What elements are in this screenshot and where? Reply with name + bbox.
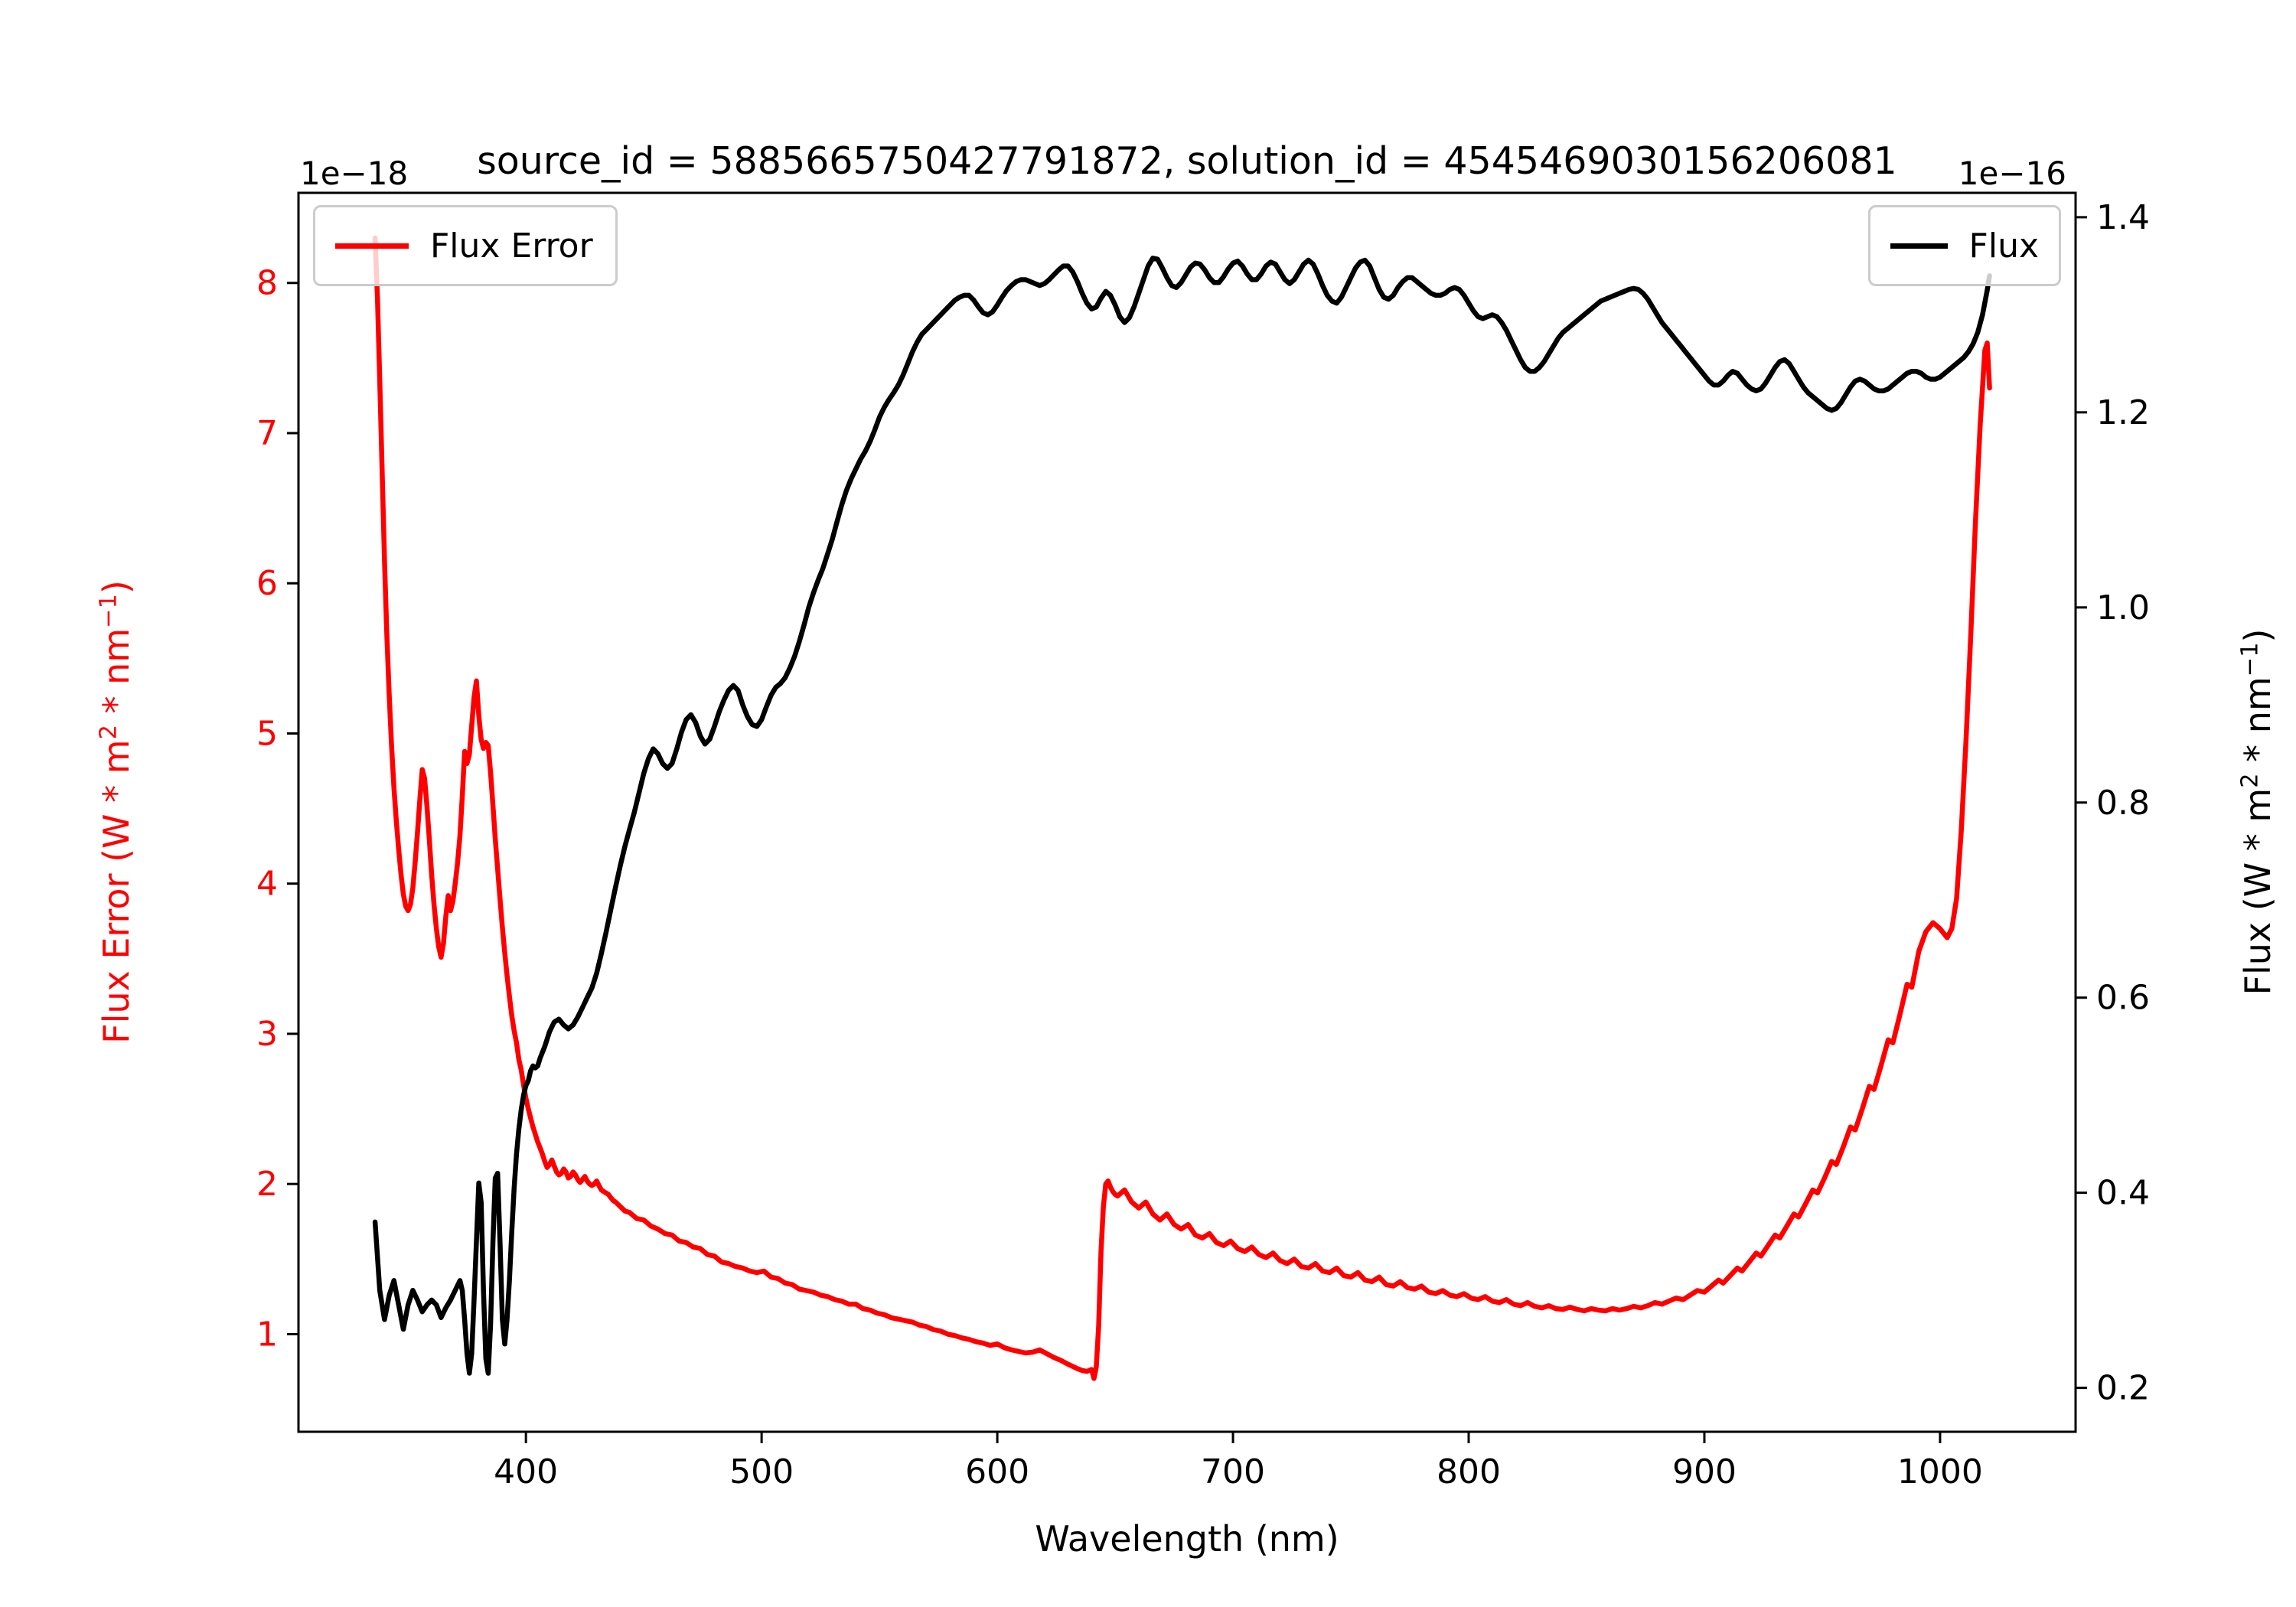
right-y-tick-label: 0.2 <box>2096 1369 2150 1408</box>
flux-legend-label: Flux <box>1968 226 2039 266</box>
axis-label-text: ) <box>2237 628 2278 643</box>
left-y-tick-label: 1 <box>256 1315 278 1354</box>
flux-error-curve <box>372 235 1992 1381</box>
x-tick-label: 400 <box>494 1452 558 1491</box>
axis-label-text: ) <box>96 580 137 595</box>
x-tick-label: 700 <box>1201 1452 1265 1491</box>
left-y-tick-label: 3 <box>256 1015 278 1054</box>
left-y-tick-label: 7 <box>256 414 278 453</box>
left-y-axis-label: Flux Error (W * m2 * nm−1) <box>92 353 141 1271</box>
right-y-tick-label: 1.0 <box>2096 588 2150 627</box>
axis-label-text: Flux (W * m <box>2237 787 2278 996</box>
left-y-tick-label: 2 <box>256 1165 278 1204</box>
right-y-tick-label: 0.8 <box>2096 784 2150 823</box>
x-tick-label: 800 <box>1437 1452 1501 1491</box>
unit-superscript: 2 <box>2236 773 2264 788</box>
x-axis-label: Wavelength (nm) <box>1035 1518 1339 1560</box>
flux-legend-line <box>1890 243 1948 249</box>
right-y-tick-label: 0.6 <box>2096 979 2150 1018</box>
x-tick-label: 500 <box>729 1452 794 1491</box>
flux-error-legend-line <box>335 243 409 249</box>
chart-title: source_id = 5885665750427791872, solutio… <box>477 139 1897 183</box>
unit-superscript: −1 <box>95 594 122 628</box>
flux-error-legend-label: Flux Error <box>430 226 593 266</box>
flux-curve <box>372 256 1992 1376</box>
right-y-tick-label: 0.4 <box>2096 1174 2150 1213</box>
left-y-tick-label: 8 <box>256 264 278 303</box>
unit-superscript: 2 <box>95 725 122 740</box>
right-y-tick-label: 1.4 <box>2096 198 2150 237</box>
x-tick-label: 1000 <box>1897 1452 1983 1491</box>
x-tick-label: 600 <box>965 1452 1029 1491</box>
legend-flux: Flux <box>1868 205 2061 286</box>
legend-flux-error: Flux Error <box>313 205 618 286</box>
left-y-tick-label: 4 <box>256 865 278 904</box>
plot-border <box>297 191 2077 1433</box>
axis-label-text: Flux Error (W * m <box>96 739 137 1044</box>
left-axis-offset-text: 1e−18 <box>300 155 409 192</box>
right-axis-offset-text: 1e−16 <box>1958 155 2066 192</box>
right-y-tick-label: 1.2 <box>2096 393 2150 432</box>
right-y-axis-label: Flux (W * m2 * nm−1) <box>2233 353 2282 1271</box>
left-y-tick-label: 5 <box>256 714 278 753</box>
x-tick-label: 900 <box>1672 1452 1737 1491</box>
axis-label-text: * nm <box>2237 676 2278 774</box>
axis-label-text: * nm <box>96 627 137 725</box>
left-y-tick-label: 6 <box>256 564 278 603</box>
unit-superscript: −1 <box>2236 642 2264 677</box>
